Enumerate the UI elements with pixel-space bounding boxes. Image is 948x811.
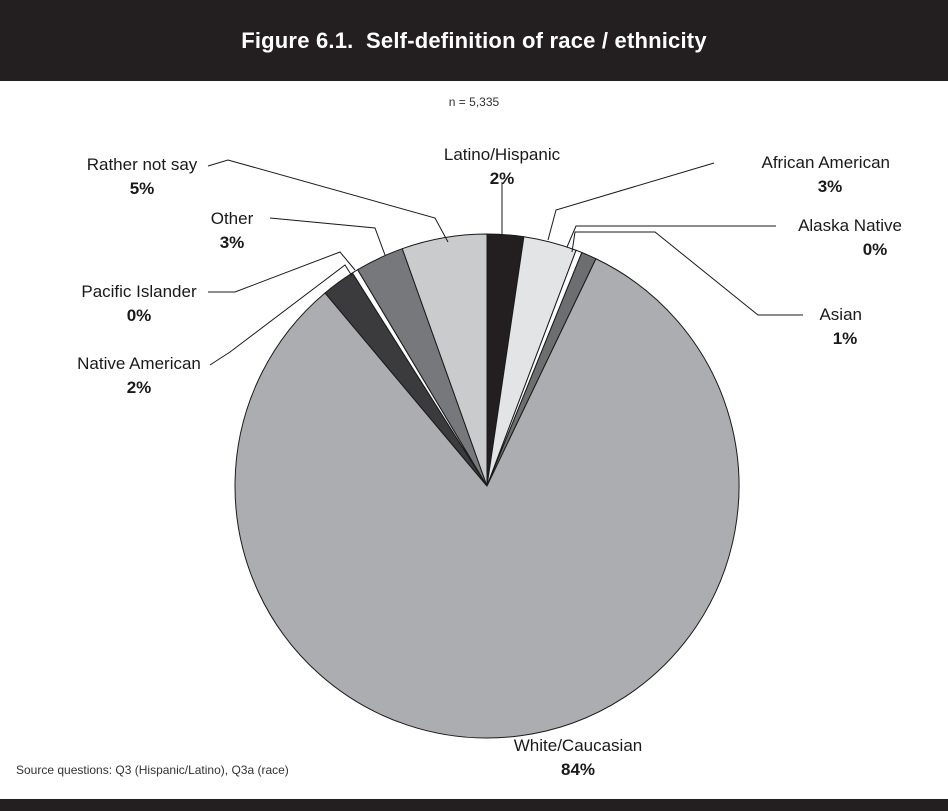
- leader-line-native-american: [209, 264, 353, 366]
- slice-value-rather-not-say: 5%: [130, 179, 155, 198]
- slice-label-african-american: African American: [762, 153, 891, 172]
- slice-label-native-american: Native American: [77, 354, 201, 373]
- slice-value-asian: 1%: [833, 329, 858, 348]
- slice-value-latino-hispanic: 2%: [490, 169, 515, 188]
- slice-label-other: Other: [211, 209, 254, 228]
- title-bar: Figure 6.1. Self-definition of race / et…: [0, 0, 948, 81]
- chart-subtitle: n = 5,335: [448, 95, 500, 109]
- source-note: Source questions: Q3 (Hispanic/Latino), …: [16, 763, 289, 777]
- slice-value-other: 3%: [220, 233, 245, 252]
- leader-line-african-american: [547, 162, 715, 241]
- chart-title: Figure 6.1. Self-definition of race / et…: [241, 27, 707, 53]
- leader-line-other: [269, 217, 386, 256]
- slice-label-rather-not-say: Rather not say: [87, 155, 198, 174]
- leader-line-pacific-islander: [208, 251, 356, 293]
- pie-slice-rather-not-say: [401, 233, 488, 487]
- leader-line-alaska-native: [566, 225, 776, 248]
- slice-value-alaska-native: 0%: [863, 240, 888, 259]
- leader-line-asian: [571, 231, 803, 316]
- slice-value-pacific-islander: 0%: [127, 306, 152, 325]
- slice-value-native-american: 2%: [127, 378, 152, 397]
- slice-value-white-caucasian: 84%: [561, 760, 595, 779]
- slice-label-latino-hispanic: Latino/Hispanic: [444, 145, 561, 164]
- leader-line-rather-not-say: [207, 159, 449, 243]
- pie-slice-white-caucasian: [234, 258, 740, 739]
- slice-label-pacific-islander: Pacific Islander: [81, 282, 197, 301]
- slice-label-white-caucasian: White/Caucasian: [514, 736, 643, 755]
- slice-label-asian: Asian: [819, 305, 862, 324]
- slice-value-african-american: 3%: [818, 177, 843, 196]
- bottom-bar: [0, 799, 948, 811]
- slice-label-alaska-native: Alaska Native: [798, 216, 902, 235]
